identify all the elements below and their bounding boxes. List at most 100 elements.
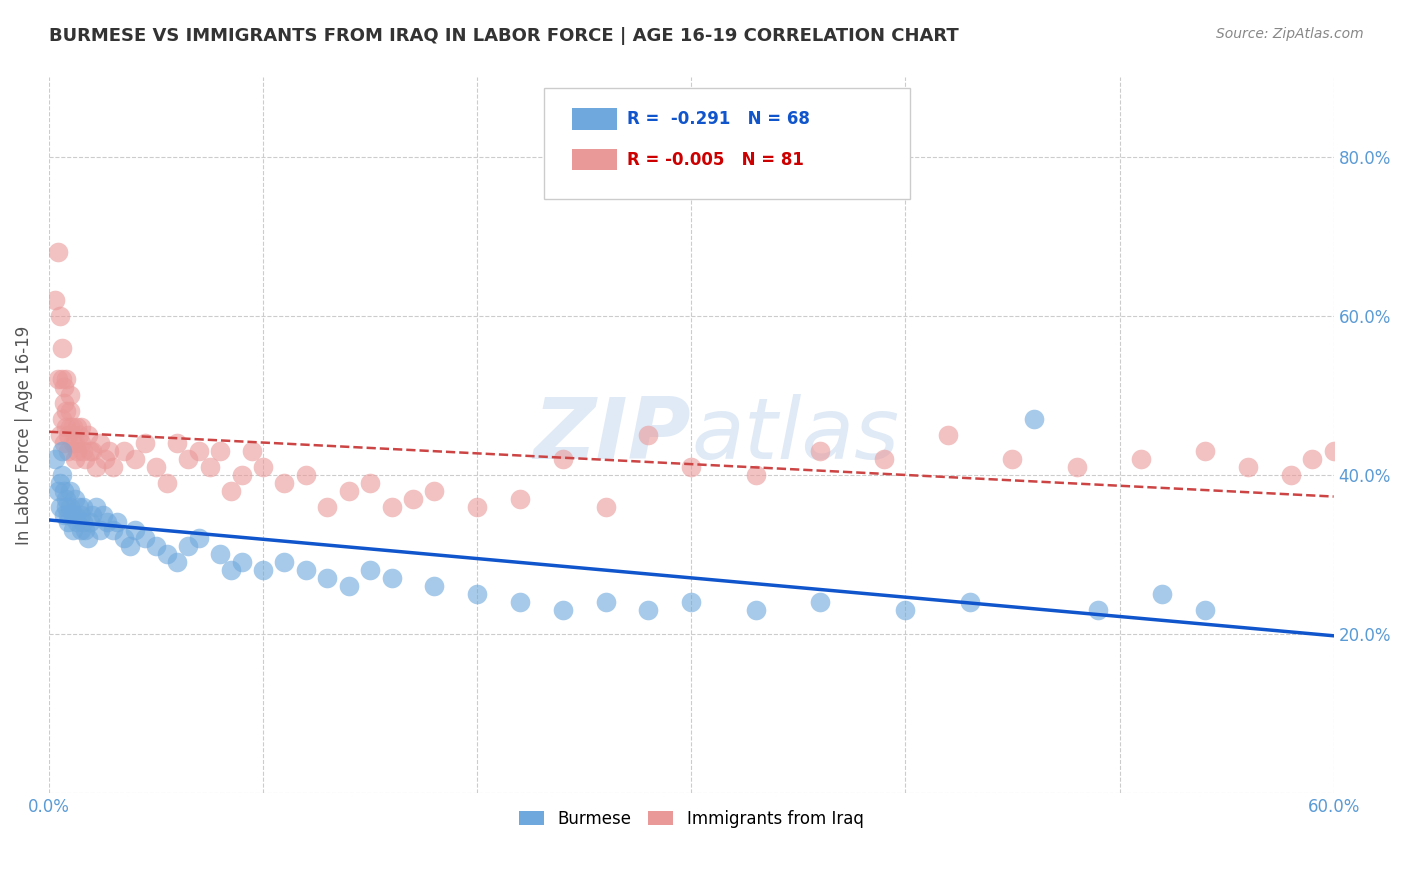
Y-axis label: In Labor Force | Age 16-19: In Labor Force | Age 16-19 — [15, 326, 32, 545]
Point — [52, 508, 75, 522]
Point — [51, 467, 73, 482]
Point — [316, 571, 339, 585]
Point — [52, 436, 75, 450]
Point — [63, 508, 86, 522]
Legend: Burmese, Immigrants from Iraq: Burmese, Immigrants from Iraq — [513, 803, 870, 834]
Point — [681, 595, 703, 609]
Point — [59, 404, 82, 418]
Point — [46, 245, 69, 260]
Point — [551, 451, 574, 466]
FancyBboxPatch shape — [572, 149, 617, 170]
Point — [744, 467, 766, 482]
Point — [59, 500, 82, 514]
Point — [75, 451, 97, 466]
Point — [187, 444, 209, 458]
Point — [465, 587, 488, 601]
Point — [124, 524, 146, 538]
Point — [1301, 451, 1323, 466]
Point — [166, 436, 188, 450]
Point — [359, 563, 381, 577]
Text: atlas: atlas — [692, 393, 900, 476]
Point — [1022, 412, 1045, 426]
Point — [112, 532, 135, 546]
Point — [873, 451, 896, 466]
Point — [72, 500, 94, 514]
Point — [145, 539, 167, 553]
Point — [1001, 451, 1024, 466]
Point — [79, 444, 101, 458]
Point — [595, 595, 617, 609]
Point — [66, 516, 89, 530]
Point — [70, 524, 93, 538]
Point — [59, 388, 82, 402]
Point — [103, 459, 125, 474]
Point — [48, 309, 70, 323]
Point — [52, 483, 75, 498]
Point — [1152, 587, 1174, 601]
Point — [1129, 451, 1152, 466]
Point — [76, 428, 98, 442]
Point — [62, 436, 84, 450]
Point — [1344, 451, 1367, 466]
Point — [1066, 459, 1088, 474]
Point — [93, 451, 115, 466]
Point — [46, 372, 69, 386]
Point — [96, 516, 118, 530]
Point — [63, 491, 86, 506]
Point — [51, 341, 73, 355]
Point — [89, 524, 111, 538]
Point — [187, 532, 209, 546]
Point — [198, 459, 221, 474]
Point — [337, 579, 360, 593]
Point — [808, 595, 831, 609]
Point — [551, 603, 574, 617]
Point — [1323, 444, 1346, 458]
Point — [52, 396, 75, 410]
Point — [124, 451, 146, 466]
Point — [177, 451, 200, 466]
Point — [120, 539, 142, 553]
Point — [62, 420, 84, 434]
Text: R =  -0.291   N = 68: R = -0.291 N = 68 — [627, 110, 810, 128]
Point — [637, 428, 659, 442]
Text: R = -0.005   N = 81: R = -0.005 N = 81 — [627, 151, 804, 169]
Point — [76, 532, 98, 546]
Point — [681, 459, 703, 474]
Point — [637, 603, 659, 617]
Point — [70, 508, 93, 522]
Point — [252, 563, 274, 577]
Point — [44, 293, 66, 307]
Point — [509, 491, 531, 506]
Point — [58, 508, 80, 522]
Point — [103, 524, 125, 538]
Point — [55, 372, 77, 386]
Point — [252, 459, 274, 474]
Point — [273, 555, 295, 569]
FancyBboxPatch shape — [544, 88, 910, 199]
Point — [75, 524, 97, 538]
Point — [72, 516, 94, 530]
Point — [51, 412, 73, 426]
Point — [107, 516, 129, 530]
Point — [67, 500, 90, 514]
Point — [51, 444, 73, 458]
Point — [295, 563, 318, 577]
Point — [58, 516, 80, 530]
Point — [70, 420, 93, 434]
Point — [156, 547, 179, 561]
Point — [46, 483, 69, 498]
Point — [58, 444, 80, 458]
Point — [145, 459, 167, 474]
Point — [63, 436, 86, 450]
Point — [48, 475, 70, 490]
Point — [89, 436, 111, 450]
Point — [67, 428, 90, 442]
Point — [894, 603, 917, 617]
FancyBboxPatch shape — [572, 108, 617, 129]
Point — [55, 491, 77, 506]
Point — [1194, 603, 1216, 617]
Point — [219, 563, 242, 577]
Point — [219, 483, 242, 498]
Point — [1194, 444, 1216, 458]
Point — [66, 444, 89, 458]
